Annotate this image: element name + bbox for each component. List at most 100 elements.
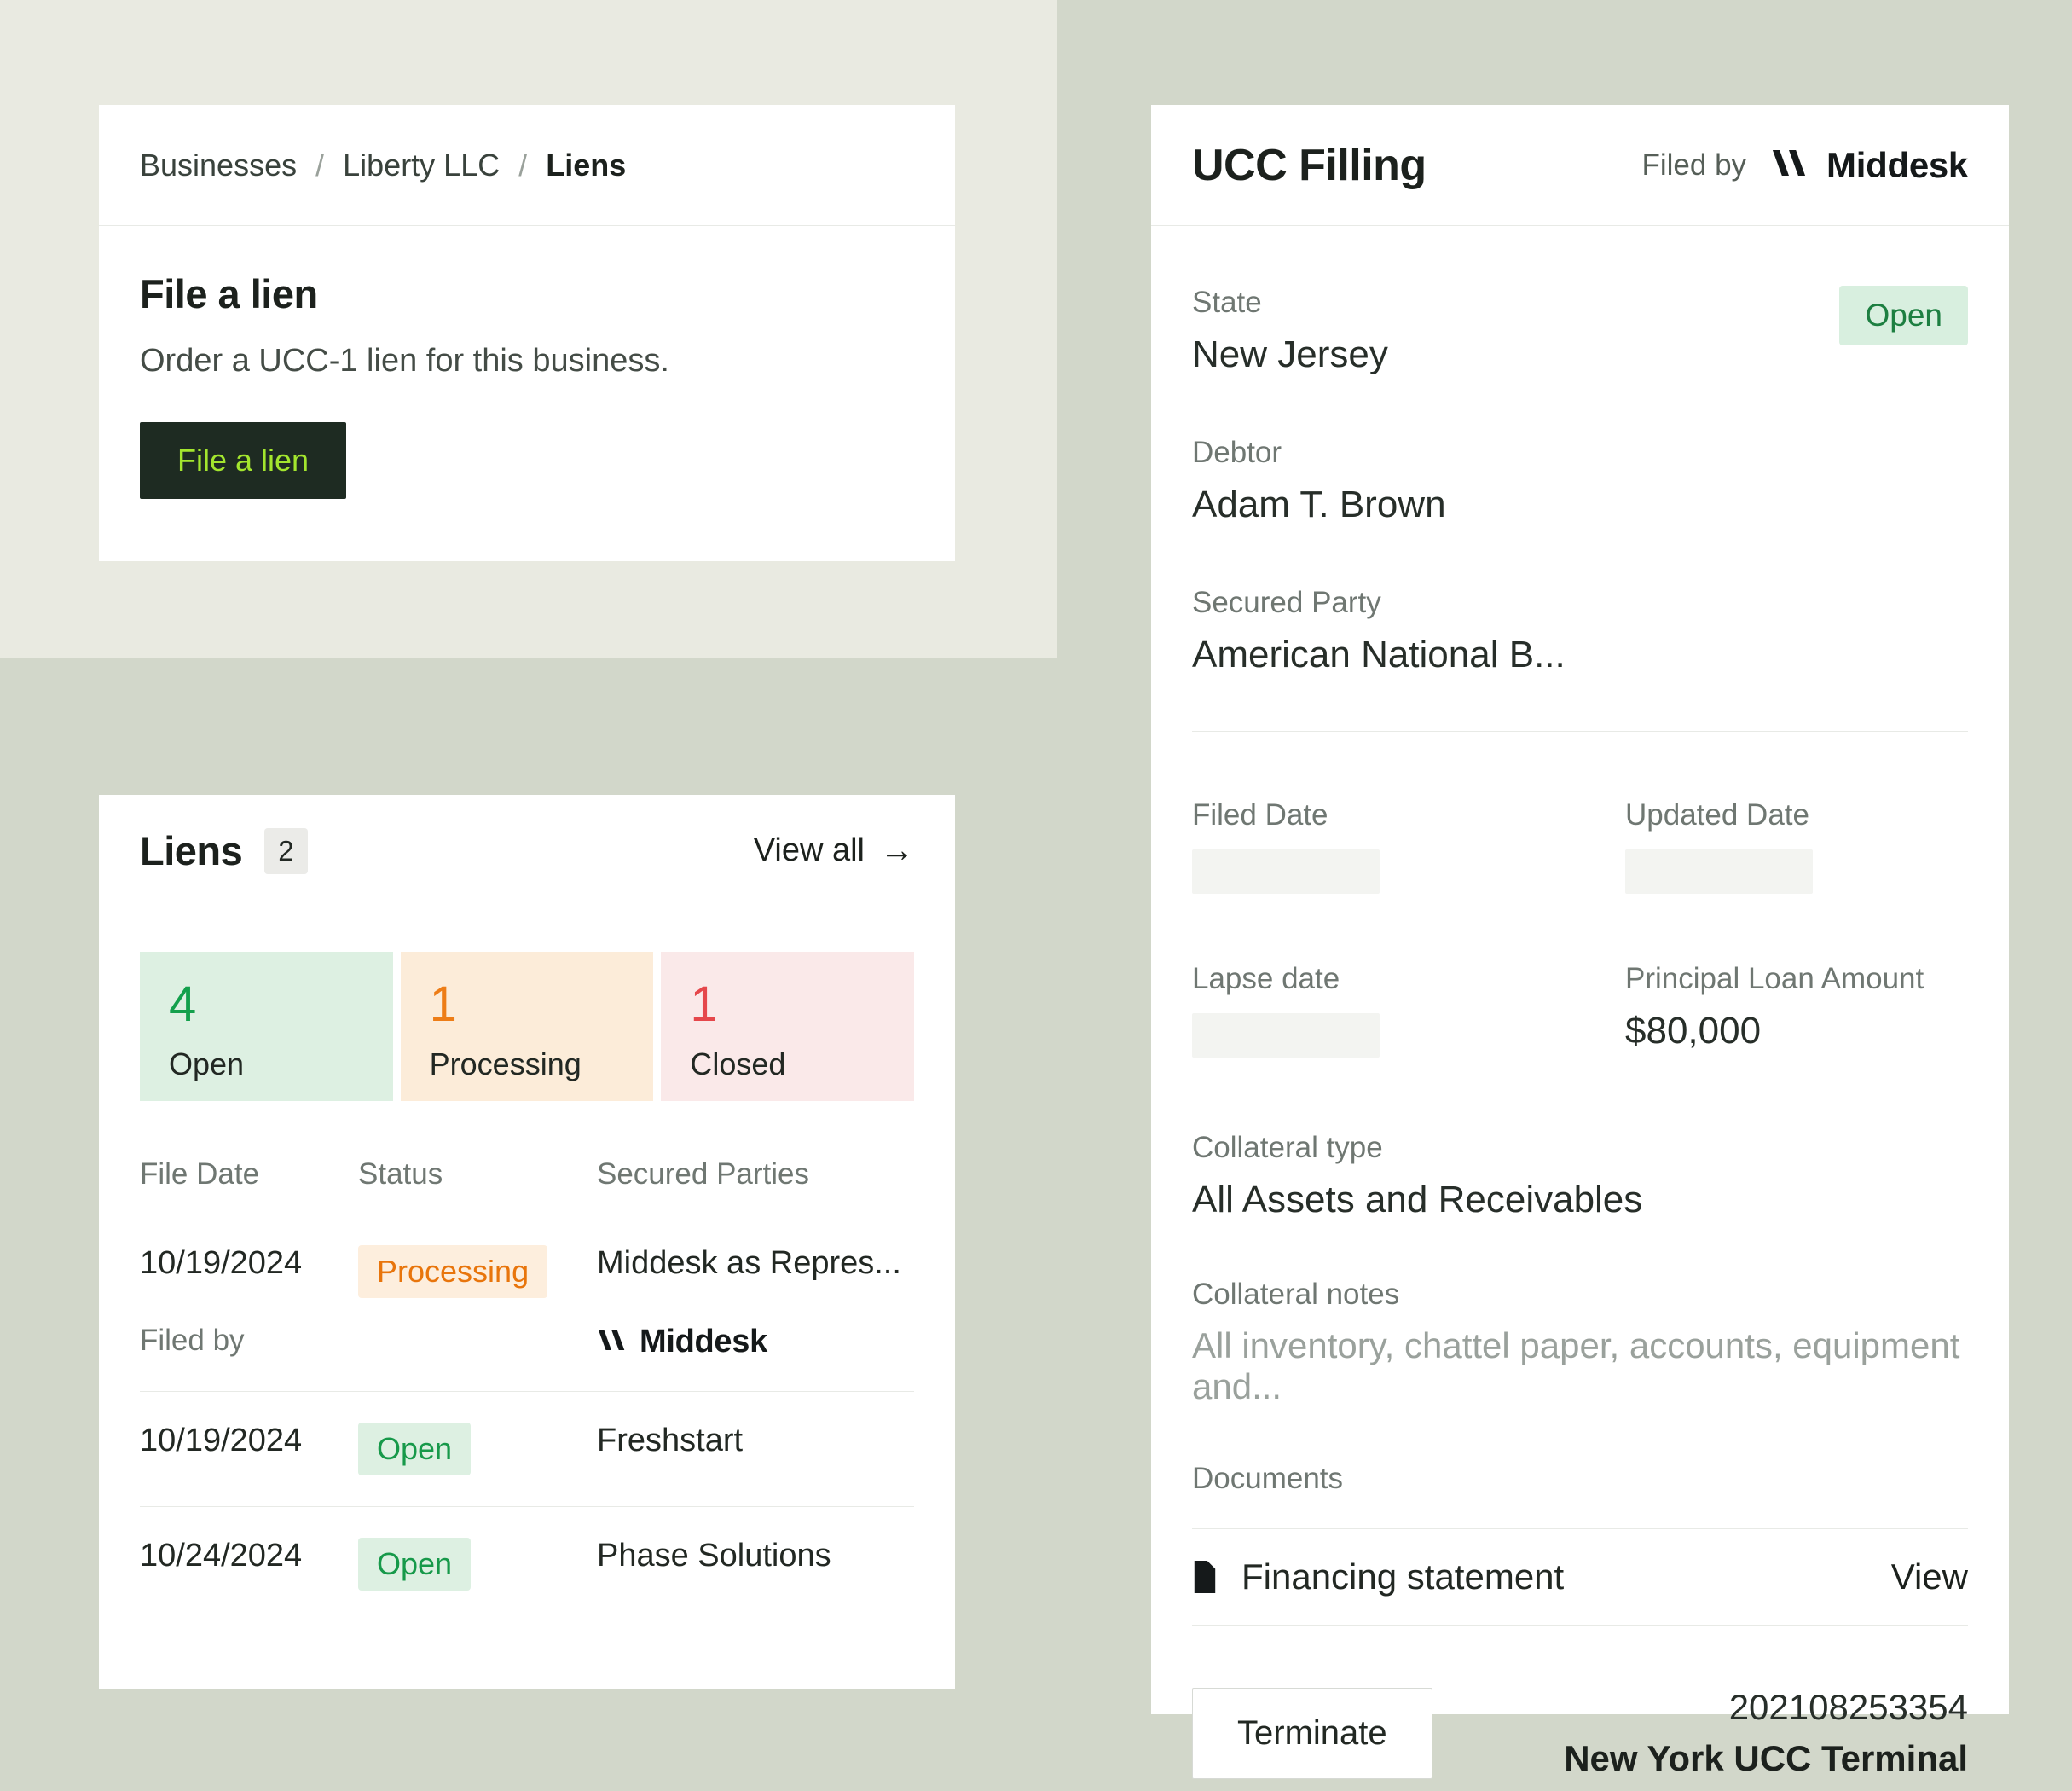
secured-party-value: American National B...	[1192, 634, 1566, 675]
ucc-footer: Terminate 202108253354 New York UCC Term…	[1192, 1687, 1968, 1779]
stat-processing: 1 Processing	[400, 952, 654, 1101]
lien-secured-party: Phase Solutions	[597, 1538, 831, 1574]
ucc-body: State New Jersey Open Debtor Adam T. Bro…	[1151, 286, 2009, 1779]
divider	[1192, 731, 1968, 732]
filed-by-label: Filed by	[1641, 148, 1747, 182]
file-lien-description: Order a UCC-1 lien for this business.	[140, 343, 669, 379]
document-icon	[1192, 1561, 1218, 1593]
stat-open-label: Open	[169, 1046, 245, 1081]
secured-party-label: Secured Party	[1192, 586, 1381, 619]
ucc-filed-by: Filed by Middesk	[1641, 145, 1968, 186]
file-lien-card: Businesses / Liberty LLC / Liens File a …	[99, 105, 955, 561]
principal-loan-field: Principal Loan Amount $80,000	[1625, 962, 1968, 1058]
stat-processing-label: Processing	[429, 1046, 582, 1081]
stat-open: 4 Open	[140, 952, 393, 1101]
col-header-status: Status	[358, 1157, 443, 1191]
stat-processing-value: 1	[429, 977, 457, 1032]
state-label: State	[1192, 286, 1262, 319]
middesk-brand-name: Middesk	[1826, 144, 1968, 185]
secured-party-field: Secured Party American National B...	[1192, 586, 1968, 676]
status-badge: Open	[358, 1423, 472, 1475]
lapse-date-placeholder	[1192, 1013, 1380, 1058]
document-row: Financing statement View	[1192, 1529, 1968, 1625]
updated-date-field: Updated Date	[1625, 798, 1968, 894]
ucc-title: UCC Filling	[1192, 140, 1427, 190]
lien-stats-row: 4 Open 1 Processing 1 Closed	[140, 952, 914, 1101]
breadcrumb-item-businesses[interactable]: Businesses	[140, 147, 298, 183]
arrow-right-icon: →	[880, 832, 914, 869]
lien-file-date: 10/19/2024	[140, 1245, 303, 1281]
status-badge: Processing	[358, 1245, 548, 1298]
lien-secured-party: Freshstart	[597, 1423, 744, 1458]
status-badge: Open	[1839, 286, 1968, 345]
lien-secured-party: Middesk as Repres...	[597, 1245, 901, 1281]
breadcrumb-separator: /	[518, 147, 528, 183]
file-lien-body: File a lien Order a UCC-1 lien for this …	[99, 226, 955, 499]
collateral-type-label: Collateral type	[1192, 1131, 1383, 1164]
state-value: New Jersey	[1192, 333, 1388, 375]
ucc-header: UCC Filling Filed by Middesk	[1151, 105, 2009, 226]
stat-closed-value: 1	[690, 977, 718, 1032]
stat-closed-label: Closed	[690, 1046, 786, 1081]
filed-by-label: Filed by	[140, 1324, 245, 1357]
liens-count-badge: 2	[264, 827, 308, 874]
table-row[interactable]: 10/19/2024 Open Freshstart	[140, 1391, 914, 1506]
lien-file-date: 10/19/2024	[140, 1423, 303, 1458]
debtor-label: Debtor	[1192, 436, 1282, 469]
debtor-field: Debtor Adam T. Brown	[1192, 436, 1968, 526]
filed-date-field: Filed Date	[1192, 798, 1625, 894]
collateral-notes-field: Collateral notes All inventory, chattel …	[1192, 1278, 1968, 1407]
ucc-filing-card: UCC Filling Filed by Middesk State New J…	[1151, 105, 2009, 1779]
document-name: Financing statement	[1241, 1556, 1565, 1597]
filed-date-placeholder	[1192, 849, 1380, 894]
collateral-type-value: All Assets and Receivables	[1192, 1179, 1643, 1220]
divider	[1192, 1625, 1968, 1626]
breadcrumb-separator: /	[315, 147, 325, 183]
updated-date-label: Updated Date	[1625, 798, 1809, 832]
liens-header: Liens 2 View all →	[99, 795, 955, 907]
middesk-brand: Middesk	[597, 1324, 914, 1360]
collateral-type-field: Collateral type All Assets and Receivabl…	[1192, 1131, 1968, 1221]
documents-section-label: Documents	[1192, 1462, 1344, 1495]
filing-number: 202108253354	[1728, 1687, 1968, 1727]
principal-loan-value: $80,000	[1625, 1010, 1762, 1052]
divider	[1192, 1528, 1968, 1529]
breadcrumb-item-liberty-llc[interactable]: Liberty LLC	[343, 147, 501, 183]
status-badge: Open	[358, 1538, 472, 1591]
middesk-logo-icon	[597, 1330, 626, 1354]
lien-table-header: File Date Status Secured Parties	[140, 1157, 914, 1214]
document-view-link[interactable]: View	[1890, 1556, 1968, 1597]
breadcrumb-item-liens-current: Liens	[546, 147, 627, 183]
table-row[interactable]: 10/24/2024 Open Phase Solutions	[140, 1506, 914, 1621]
middesk-brand-name: Middesk	[640, 1324, 767, 1359]
terminate-button[interactable]: Terminate	[1192, 1687, 1432, 1779]
filing-terminal-name: New York UCC Terminal	[1564, 1738, 1968, 1778]
lapse-date-label: Lapse date	[1192, 962, 1340, 995]
collateral-notes-value: All inventory, chattel paper, accounts, …	[1192, 1325, 1960, 1406]
principal-loan-label: Principal Loan Amount	[1625, 962, 1924, 995]
stat-closed: 1 Closed	[661, 952, 914, 1101]
state-field: State New Jersey	[1192, 286, 1388, 376]
view-all-link[interactable]: View all →	[754, 832, 914, 870]
col-header-secured-parties: Secured Parties	[597, 1157, 810, 1191]
collateral-notes-label: Collateral notes	[1192, 1278, 1400, 1311]
file-lien-button[interactable]: File a lien	[140, 422, 347, 499]
file-lien-title: File a lien	[140, 271, 318, 316]
updated-date-placeholder	[1625, 849, 1813, 894]
liens-body: 4 Open 1 Processing 1 Closed File Date S…	[99, 952, 955, 1621]
debtor-value: Adam T. Brown	[1192, 484, 1446, 525]
stat-open-value: 4	[169, 977, 197, 1032]
breadcrumb: Businesses / Liberty LLC / Liens	[140, 148, 626, 183]
lien-file-date: 10/24/2024	[140, 1538, 303, 1574]
view-all-label: View all	[753, 832, 865, 868]
filing-meta: 202108253354 New York UCC Terminal	[1564, 1687, 1968, 1779]
col-header-file-date: File Date	[140, 1157, 260, 1191]
breadcrumb-row: Businesses / Liberty LLC / Liens	[99, 105, 955, 226]
liens-title: Liens	[140, 828, 243, 873]
liens-card: Liens 2 View all → 4 Open 1 Processing 1	[99, 795, 955, 1689]
middesk-logo-icon	[1770, 150, 1808, 180]
lapse-date-field: Lapse date	[1192, 962, 1625, 1058]
filed-date-label: Filed Date	[1192, 798, 1328, 832]
table-row[interactable]: 10/19/2024 Processing Middesk as Repres.…	[140, 1214, 914, 1391]
